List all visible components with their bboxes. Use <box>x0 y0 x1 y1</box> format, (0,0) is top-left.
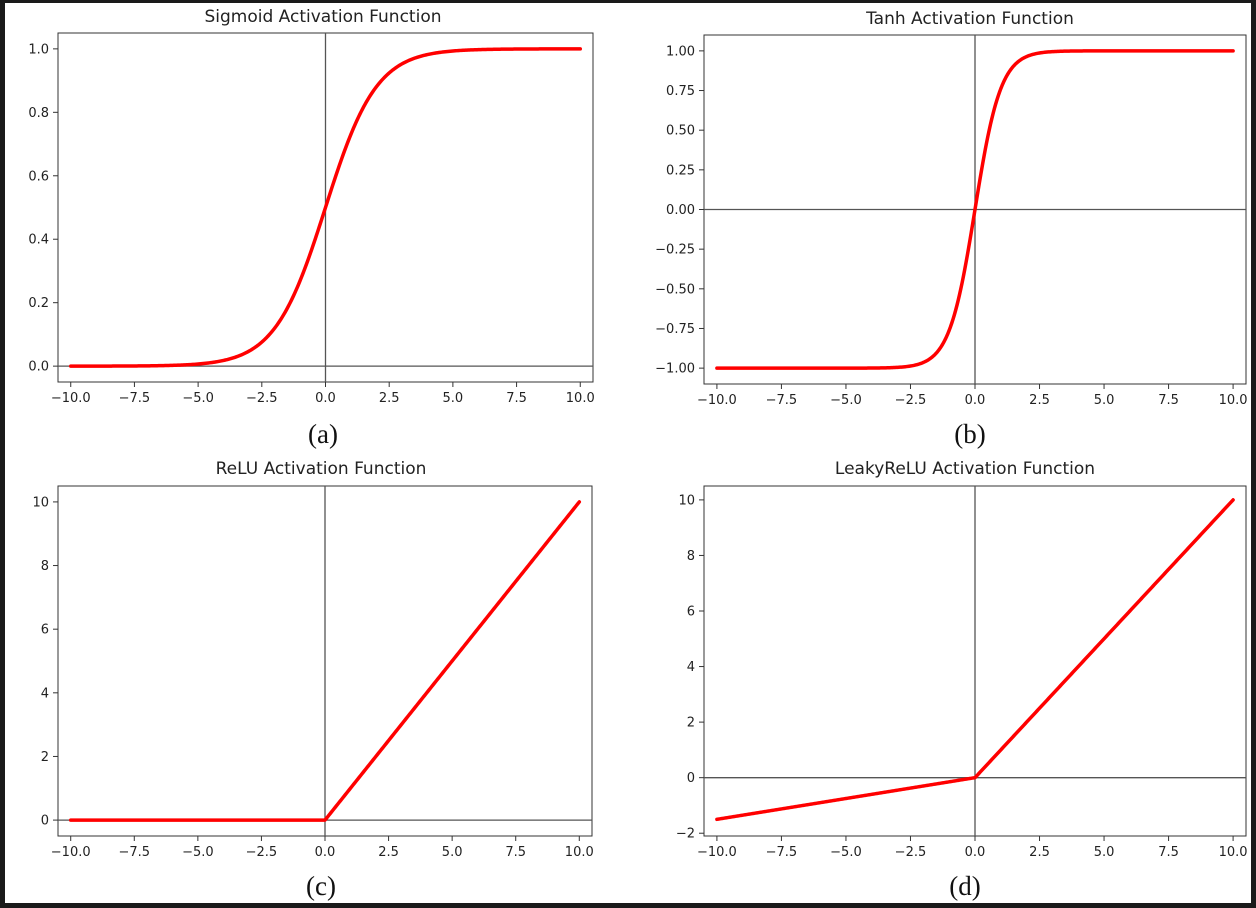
y-tick-label: 0.50 <box>666 124 695 139</box>
y-tick-label: 0.0 <box>28 360 49 375</box>
series-line <box>68 47 583 368</box>
series-line <box>68 500 582 822</box>
figure-canvas: Sigmoid Activation Function (a) −10.0 −7.… <box>28 7 1248 901</box>
x-tick-label: 5.0 <box>1094 393 1115 408</box>
y-tick-label: 6 <box>41 623 49 638</box>
chart-title: Tanh Activation Function <box>865 9 1074 29</box>
x-tick-label: −5.0 <box>182 845 214 860</box>
x-tick-label: 7.5 <box>1158 393 1179 408</box>
x-tick-label: 7.5 <box>505 845 526 860</box>
x-tick-label: 10.0 <box>1219 845 1248 860</box>
x-tick-label: −5.0 <box>830 845 862 860</box>
sigmoid-panel: Sigmoid Activation Function (a) −10.0 −7.… <box>28 7 594 449</box>
x-tick-label: 5.0 <box>1094 845 1115 860</box>
y-tick-label: 1.0 <box>28 42 49 57</box>
x-tick-label: 10.0 <box>565 845 594 860</box>
x-tick-label: 7.5 <box>1158 845 1179 860</box>
x-tick-label: −10.0 <box>51 845 91 860</box>
x-tick-label: −2.5 <box>246 391 278 406</box>
x-tick-label: −5.0 <box>830 393 862 408</box>
x-tick-label: 0.0 <box>965 845 986 860</box>
x-tick-label: −7.5 <box>119 391 151 406</box>
y-tick-label: −0.50 <box>655 282 695 297</box>
relu-panel: ReLU Activation Function (c) −10.0 −7.5 −5… <box>32 459 593 901</box>
x-tick-label: −10.0 <box>697 845 737 860</box>
y-tick-label: 0.00 <box>666 203 695 218</box>
x-tick-label: 0.0 <box>315 845 336 860</box>
y-tick-label: 1.00 <box>666 44 695 59</box>
y-tick-label: 8 <box>687 549 695 564</box>
x-tick-label: 10.0 <box>566 391 595 406</box>
x-tick-label: 5.0 <box>442 845 463 860</box>
chart-title: Sigmoid Activation Function <box>204 7 441 27</box>
y-tick-label: 0.6 <box>28 169 49 184</box>
y-tick-label: 10 <box>678 493 695 508</box>
leaky-relu-panel: LeakyReLU Activation Function (d) −10.0−… <box>676 459 1248 901</box>
y-tick-label: −0.75 <box>655 322 695 337</box>
y-tick-label: 8 <box>41 559 49 574</box>
x-tick-label: 0.0 <box>315 391 336 406</box>
y-tick-label: 4 <box>41 686 49 701</box>
y-tick-label: 2 <box>687 716 695 731</box>
chart-title: ReLU Activation Function <box>216 459 427 479</box>
y-tick-label: 6 <box>687 605 695 620</box>
x-tick-label: 7.5 <box>506 391 527 406</box>
y-tick-label: 0.8 <box>28 106 49 121</box>
y-tick-label: −2 <box>676 827 695 842</box>
chart-title: LeakyReLU Activation Function <box>835 459 1095 479</box>
x-tick-label: 0.0 <box>965 393 986 408</box>
panel-caption: (a) <box>308 419 338 449</box>
x-tick-label: −7.5 <box>766 845 798 860</box>
y-tick-label: 4 <box>687 660 695 675</box>
x-tick-label: −2.5 <box>895 393 927 408</box>
y-tick-label: 0.25 <box>666 163 695 178</box>
panel-caption: (b) <box>954 419 985 449</box>
x-tick-label: 2.5 <box>1029 393 1050 408</box>
x-tick-label: 10.0 <box>1219 393 1248 408</box>
x-tick-label: 2.5 <box>378 845 399 860</box>
x-tick-label: −2.5 <box>895 845 927 860</box>
y-tick-label: −1.00 <box>655 362 695 377</box>
x-tick-label: 2.5 <box>1029 845 1050 860</box>
x-tick-label: −7.5 <box>118 845 150 860</box>
panel-caption: (d) <box>949 871 980 901</box>
panel-caption: (c) <box>306 871 336 901</box>
y-tick-label: 0.2 <box>28 296 49 311</box>
x-tick-label: −5.0 <box>182 391 214 406</box>
x-tick-label: −7.5 <box>766 393 798 408</box>
x-tick-label: −10.0 <box>697 393 737 408</box>
y-tick-label: 0 <box>687 771 695 786</box>
series-line <box>715 498 1235 822</box>
tanh-panel: Tanh Activation Function (b) −10.0 −7.5 −5… <box>655 9 1247 449</box>
y-tick-label: 0.75 <box>666 84 695 99</box>
y-tick-label: −0.25 <box>655 243 695 258</box>
x-tick-label: 2.5 <box>379 391 400 406</box>
y-tick-label: 10 <box>32 495 49 510</box>
y-tick-label: 0 <box>41 814 49 829</box>
y-tick-label: 0.4 <box>28 233 49 248</box>
figure: Sigmoid Activation Function (a) −10.0 −7.… <box>5 3 1251 903</box>
y-tick-label: 2 <box>41 750 49 765</box>
x-tick-label: 5.0 <box>443 391 464 406</box>
x-tick-label: −10.0 <box>51 391 91 406</box>
series-line <box>715 49 1235 370</box>
x-tick-label: −2.5 <box>246 845 278 860</box>
